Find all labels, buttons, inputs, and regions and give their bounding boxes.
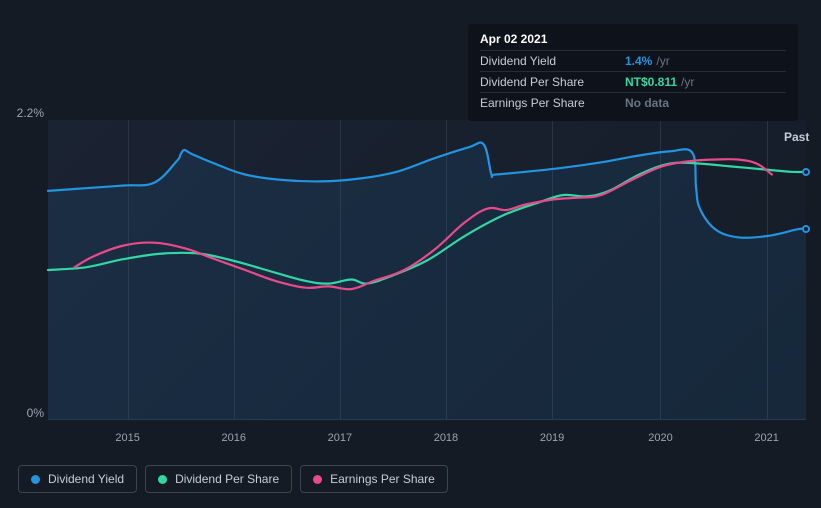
tooltip-suffix: /yr [656,54,669,68]
x-axis-label: 2021 [754,432,778,444]
tooltip-row: Dividend Yield1.4% /yr [480,50,786,71]
dividend_yield-end-marker [802,225,810,233]
legend-label: Dividend Yield [48,472,124,486]
dividend_yield-end-marker-2 [802,168,810,176]
legend-dot-icon [313,475,322,484]
legend-label: Earnings Per Share [330,472,435,486]
x-axis-label: 2015 [115,432,139,444]
legend-item-earnings_per_share[interactable]: Earnings Per Share [300,465,448,493]
tooltip-row: Earnings Per ShareNo data [480,92,786,113]
y-axis-max-label: 2.2% [17,106,44,120]
legend-label: Dividend Per Share [175,472,279,486]
legend-item-dividend_per_share[interactable]: Dividend Per Share [145,465,292,493]
chart-svg [48,120,806,420]
chart-tooltip: Apr 02 2021 Dividend Yield1.4%/yrDividen… [468,24,798,121]
x-axis-label: 2018 [434,432,458,444]
x-axis-label: 2017 [328,432,352,444]
legend-dot-icon [158,475,167,484]
tooltip-suffix: /yr [681,75,694,89]
tooltip-key: Dividend Per Share [480,75,625,89]
tooltip-value: 1.4% [625,54,652,68]
y-axis-min-label: 0% [27,406,44,420]
legend-dot-icon [31,475,40,484]
x-axis-label: 2020 [648,432,672,444]
tooltip-key: Dividend Yield [480,54,625,68]
legend-item-dividend_yield[interactable]: Dividend Yield [18,465,137,493]
tooltip-date: Apr 02 2021 [480,32,786,50]
x-axis-label: 2019 [540,432,564,444]
tooltip-row: Dividend Per ShareNT$0.811/yr [480,71,786,92]
dividend_yield-area [48,142,806,420]
tooltip-key: Earnings Per Share [480,96,625,110]
x-axis-label: 2016 [221,432,245,444]
dividend-chart: 2.2% 0% Past Apr 02 2021 Dividend Yield1… [18,0,808,445]
chart-legend: Dividend Yield Dividend Per Share Earnings… [18,465,448,493]
tooltip-value: NT$0.811 [625,75,677,89]
tooltip-value: No data [625,96,669,110]
